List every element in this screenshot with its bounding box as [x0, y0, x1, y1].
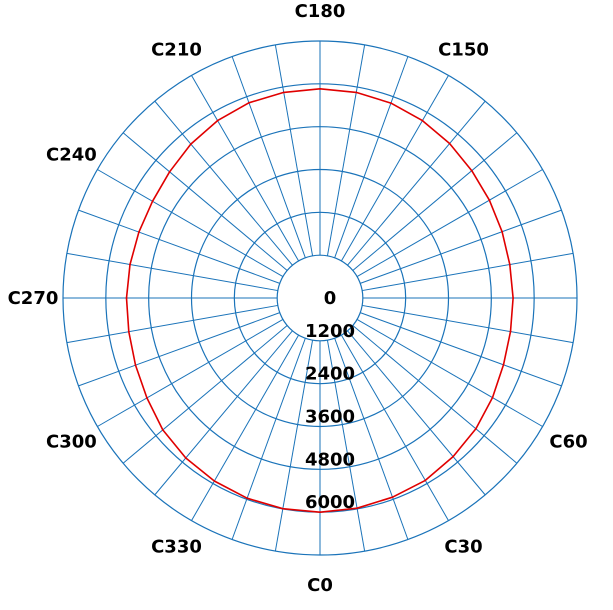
- grid-spoke-320: [154, 330, 293, 496]
- series-layer: [125, 87, 515, 514]
- radial-tick-2400: 2400: [305, 364, 355, 385]
- series-point-300: [145, 397, 148, 399]
- series-point-100: [508, 263, 511, 266]
- series-point-260: [129, 263, 131, 266]
- series-point-110: [501, 230, 504, 233]
- polar-grid: [62, 40, 578, 556]
- series-point-210: [216, 119, 219, 122]
- radial-tick-6000: 6000: [305, 492, 355, 513]
- grid-spoke-100: [362, 252, 574, 292]
- series-point-340: [246, 497, 249, 500]
- grid-spoke-250: [78, 209, 280, 284]
- angle-label-330: C330: [151, 537, 202, 558]
- grid-spoke-220: [154, 100, 293, 266]
- series-point-60: [491, 396, 494, 399]
- radial-tick-3600: 3600: [305, 407, 355, 428]
- angle-label-30: C30: [444, 537, 482, 558]
- grid-spoke-20: [334, 338, 409, 540]
- grid-spoke-330: [191, 334, 300, 521]
- angle-label-150: C150: [438, 39, 489, 60]
- angle-label-210: C210: [151, 39, 202, 60]
- grid-spoke-230: [122, 132, 288, 271]
- series-point-10: [356, 507, 358, 510]
- grid-spoke-110: [360, 209, 562, 284]
- grid-spoke-130: [352, 132, 518, 271]
- series-point-140: [448, 142, 451, 145]
- series-point-290: [134, 364, 137, 367]
- series-point-160: [390, 102, 392, 105]
- grid-spoke-350: [274, 340, 314, 552]
- grid-spoke-200: [231, 56, 306, 258]
- series-point-230: [168, 170, 171, 173]
- radial-tick-4800: 4800: [305, 449, 355, 470]
- series-point-170: [355, 91, 358, 94]
- series-point-220: [189, 143, 192, 145]
- grid-spoke-80: [362, 304, 574, 344]
- grid-spoke-190: [274, 44, 314, 256]
- grid-spoke-30: [340, 334, 449, 521]
- series-point-350: [281, 507, 284, 510]
- grid-spoke-40: [347, 330, 486, 496]
- grid-spoke-60: [356, 318, 543, 427]
- series-point-330: [213, 480, 216, 482]
- grid-spoke-290: [78, 312, 280, 387]
- radial-tick-labels: 0 1200 2400 3600 4800 6000: [305, 288, 355, 513]
- grid-spoke-210: [191, 75, 300, 262]
- radial-tick-0: 0: [324, 288, 337, 309]
- angle-label-0: C0: [307, 575, 333, 596]
- grid-spoke-240: [97, 169, 284, 278]
- series-point-280: [127, 330, 130, 333]
- series-point-180: [319, 87, 321, 90]
- series-point-320: [184, 457, 187, 459]
- series-point-130: [470, 169, 473, 172]
- grid-spoke-10: [326, 340, 366, 552]
- angle-label-60: C60: [549, 432, 587, 453]
- series-point-0: [319, 511, 321, 514]
- angle-label-240: C240: [46, 145, 97, 166]
- grid-spoke-150: [340, 75, 449, 262]
- series-point-90: [512, 297, 515, 299]
- angle-label-300: C300: [46, 432, 97, 453]
- series-point-270: [125, 297, 128, 299]
- grid-spoke-140: [347, 100, 486, 266]
- series-point-80: [509, 330, 512, 333]
- series-point-250: [137, 231, 140, 233]
- grid-spoke-260: [66, 252, 278, 292]
- grid-spoke-310: [122, 325, 288, 464]
- series-point-20: [391, 496, 394, 499]
- series-point-240: [151, 200, 154, 203]
- radial-tick-1200: 1200: [305, 321, 355, 342]
- series-point-150: [421, 119, 424, 122]
- grid-spoke-50: [352, 325, 518, 464]
- series-point-30: [424, 479, 427, 482]
- series-point-40: [452, 455, 454, 458]
- angle-label-180: C180: [295, 1, 346, 22]
- grid-spoke-340: [231, 338, 306, 540]
- series-point-200: [248, 101, 250, 104]
- series-point-120: [488, 199, 491, 202]
- grid-spoke-160: [334, 56, 409, 258]
- series-point-70: [502, 363, 505, 366]
- series-point-50: [474, 427, 477, 430]
- grid-spoke-70: [360, 312, 562, 387]
- series-point-190: [282, 91, 285, 94]
- grid-spoke-300: [97, 318, 284, 427]
- grid-spoke-120: [356, 169, 543, 278]
- grid-spoke-280: [66, 304, 278, 344]
- angle-label-270: C270: [8, 288, 59, 309]
- series-point-310: [161, 429, 164, 431]
- angle-labels: C0 C30 C60 C150 C180 C210 C240 C270 C300 C330: [8, 1, 588, 596]
- grid-spoke-170: [326, 44, 366, 256]
